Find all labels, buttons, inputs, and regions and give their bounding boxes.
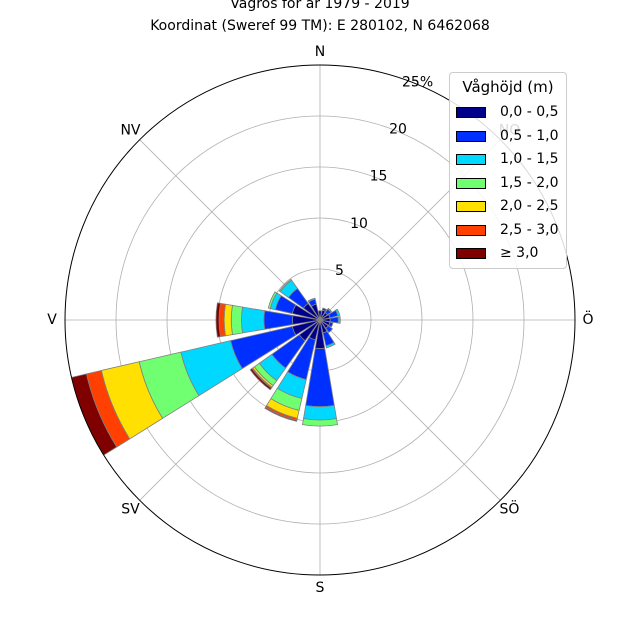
legend-label: 0,0 - 0,5 — [500, 104, 559, 120]
radial-tick-label: 15 — [370, 169, 388, 185]
wind-bar-segment — [263, 310, 294, 330]
wind-bar-segment — [230, 304, 243, 336]
legend-item: 0,0 - 0,5 — [456, 104, 564, 122]
legend-label: 0,5 - 1,0 — [500, 127, 559, 144]
legend-label: 1,5 - 2,0 — [500, 174, 559, 191]
legend-item: 1,5 - 2,0 — [456, 175, 564, 193]
wind-bar-segment — [249, 368, 272, 391]
direction-label: SV — [121, 502, 140, 518]
polar-frame — [64, 64, 576, 576]
legend-item: 0,5 - 1,0 — [456, 128, 564, 146]
wind-bar-segment — [318, 310, 322, 321]
legend-item: 2,5 - 3,0 — [456, 222, 564, 240]
wind-bar-segment — [278, 278, 293, 293]
legend-swatch — [456, 107, 486, 118]
wind-bars — [71, 278, 341, 456]
radial-tick-label: 5 — [335, 263, 344, 279]
legend-item: 2,0 - 2,5 — [456, 198, 564, 216]
legend-swatch — [456, 177, 486, 189]
legend-label: 2,0 - 2,5 — [500, 198, 559, 214]
direction-label: NV — [120, 122, 140, 138]
wind-bar-segment — [328, 321, 334, 328]
direction-label: N — [315, 44, 325, 60]
legend-swatch — [456, 201, 486, 212]
legend-label: ≥ 3,0 — [500, 245, 539, 261]
wind-bar-segment — [307, 297, 316, 303]
legend-swatch — [456, 248, 486, 259]
direction-label: S — [316, 580, 325, 596]
wind-bar-segment — [241, 306, 266, 334]
wind-bar-segment — [337, 316, 341, 324]
wind-bar-segment — [325, 341, 336, 349]
legend-item: 1,0 - 1,5 — [456, 151, 564, 169]
radial-tick-label: 10 — [350, 216, 368, 232]
direction-label: Ö — [582, 310, 593, 328]
legend-swatch — [456, 130, 486, 142]
radial-tick-label: 25% — [402, 74, 433, 90]
chart-title: Vågros för år 1979 - 2019 — [230, 0, 410, 12]
wind-bar-segment — [327, 307, 333, 313]
polar-frame-circle — [64, 64, 576, 576]
wind-bar-segment — [264, 406, 298, 422]
direction-label: SÖ — [500, 500, 520, 518]
wind-bar-segment — [321, 307, 328, 312]
legend-label: 1,0 - 1,5 — [500, 151, 559, 167]
direction-label: V — [47, 312, 57, 328]
legend-swatch — [456, 154, 486, 165]
legend: Våghöjd (m) 0,0 - 0,5 0,5 - 1,0 1,0 - 1,5 1… — [449, 72, 567, 269]
legend-item: ≥ 3,0 — [456, 245, 564, 263]
wind-bar-segment — [335, 308, 341, 317]
wind-bar-segment — [303, 405, 337, 421]
radial-tick-label: 20 — [389, 122, 407, 138]
wind-bar-segment — [325, 325, 334, 334]
grid-spoke — [319, 319, 501, 501]
wind-bar-segment — [302, 418, 338, 427]
wind-bar-segment — [223, 303, 233, 337]
legend-label: 2,5 - 3,0 — [500, 221, 559, 238]
wind-bar-segment — [215, 302, 221, 338]
chart-subtitle: Koordinat (Sweref 99 TM): E 280102, N 64… — [150, 18, 490, 34]
wind-bar-segment — [267, 291, 278, 310]
legend-title: Våghöjd (m) — [462, 78, 554, 96]
legend-swatch — [456, 224, 486, 236]
wind-bar-segment — [329, 316, 339, 324]
